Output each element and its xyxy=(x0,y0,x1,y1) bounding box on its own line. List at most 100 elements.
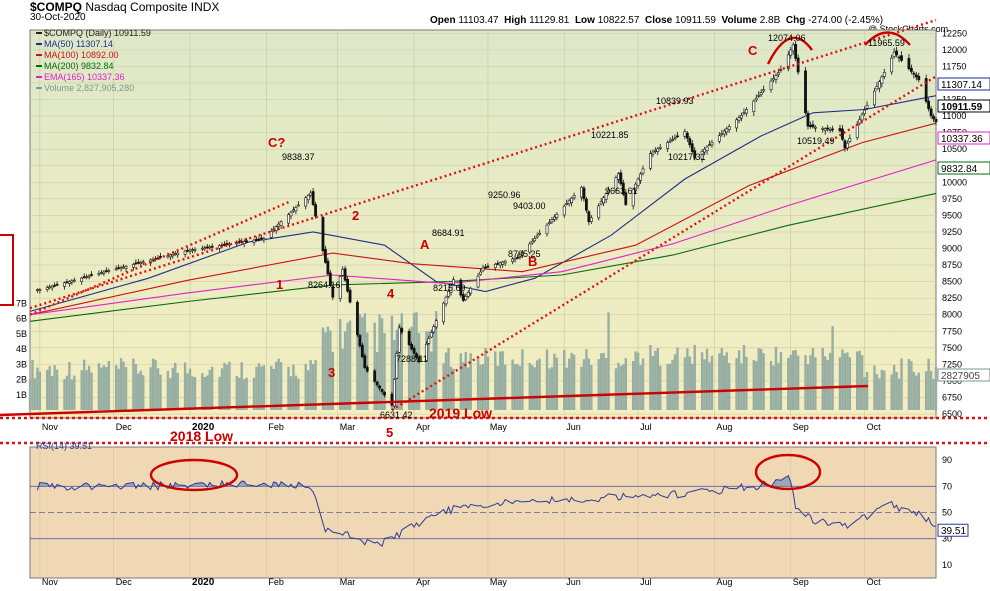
volume-bar xyxy=(289,376,293,410)
candle-body xyxy=(907,58,911,70)
candle-body xyxy=(740,114,743,119)
volume-bar xyxy=(710,355,714,410)
volume-tick-label: 2B xyxy=(16,375,27,385)
volume-bar xyxy=(82,359,86,410)
candle-body xyxy=(927,100,931,109)
volume-bar xyxy=(742,345,746,410)
volume-bar xyxy=(494,351,497,410)
volume-bar xyxy=(390,315,394,410)
candle-body xyxy=(806,112,810,127)
volume-bar xyxy=(563,349,566,410)
volume-bar xyxy=(279,362,283,410)
candle-body xyxy=(85,276,89,279)
wave-label: C? xyxy=(268,135,285,150)
volume-bar xyxy=(486,356,490,410)
candle-body xyxy=(486,265,490,268)
candle-body xyxy=(218,245,221,249)
volume-bar xyxy=(892,364,896,410)
volume-bar xyxy=(496,365,499,410)
candle-body xyxy=(562,205,566,216)
candle-body xyxy=(35,289,39,291)
volume-bar xyxy=(912,371,916,410)
candle-body xyxy=(794,43,798,59)
candle-body xyxy=(63,282,66,287)
candle-body xyxy=(762,89,766,92)
candle-body xyxy=(279,221,283,226)
candle-body xyxy=(461,294,465,301)
candle-body xyxy=(186,249,189,252)
candle-body xyxy=(476,275,480,288)
volume-bar xyxy=(927,358,930,410)
ma-line xyxy=(29,192,937,322)
rsi-x-tick-label: May xyxy=(490,577,508,587)
volume-bar xyxy=(174,362,177,410)
volume-bar xyxy=(294,375,298,410)
volume-bar xyxy=(447,348,450,410)
candle-body xyxy=(171,253,175,257)
volume-bar xyxy=(602,352,605,410)
candle-body xyxy=(122,266,125,269)
x-tick-label: Oct xyxy=(867,422,882,432)
volume-bar xyxy=(841,349,844,410)
x-tick-label: Nov xyxy=(42,422,59,432)
volume-bar xyxy=(639,365,642,410)
open-value: 11103.47 xyxy=(458,15,499,26)
volume-bar xyxy=(33,378,37,410)
candle-body xyxy=(496,263,500,265)
volume-bar xyxy=(159,374,162,410)
volume-bar xyxy=(383,333,386,410)
volume-bar xyxy=(240,362,243,410)
candle-body xyxy=(65,281,69,284)
candle-body xyxy=(139,262,143,264)
volume-bar xyxy=(651,355,655,410)
candle-body xyxy=(306,195,310,200)
candle-body xyxy=(550,219,554,223)
candle-body xyxy=(843,140,847,149)
volume-bar xyxy=(932,378,935,410)
volume-bar xyxy=(792,350,795,410)
volume-bar xyxy=(762,353,765,410)
volume-bar xyxy=(46,369,49,410)
candle-body xyxy=(242,241,246,244)
candle-body xyxy=(360,344,364,358)
volume-bar xyxy=(794,350,797,410)
candle-body xyxy=(365,367,369,372)
volume-bar xyxy=(809,355,812,410)
volume-bar xyxy=(462,362,465,410)
volume-bar xyxy=(257,363,261,410)
candle-body xyxy=(479,271,482,275)
volume-bar xyxy=(848,357,852,410)
volume-bar xyxy=(826,360,829,410)
volume-bar xyxy=(915,375,918,410)
candle-body xyxy=(552,216,556,220)
candle-body xyxy=(87,275,91,278)
volume-bar xyxy=(814,357,817,410)
y-tick-label: 11000 xyxy=(942,111,966,121)
volume-bar xyxy=(668,363,672,410)
y-tick-label: 9500 xyxy=(942,210,962,220)
candle-body xyxy=(481,267,485,272)
volume-bar xyxy=(804,355,807,410)
candle-body xyxy=(314,204,317,217)
volume-bar xyxy=(107,361,110,410)
volume-tick-label: 4B xyxy=(16,344,27,354)
candle-body xyxy=(897,56,901,59)
volume-bar xyxy=(838,357,842,410)
volume-bar xyxy=(48,366,51,410)
candle-body xyxy=(338,276,342,299)
candle-body xyxy=(845,142,849,149)
candle-body xyxy=(791,44,795,52)
volume-bar xyxy=(154,359,157,410)
rsi-circle-left xyxy=(149,458,239,492)
candle-body xyxy=(107,270,111,272)
candle-body xyxy=(614,177,618,191)
candle-body xyxy=(565,203,569,205)
volume-bar xyxy=(452,368,455,410)
axis-badge xyxy=(937,161,990,175)
volume-bar xyxy=(156,368,160,410)
y-tick-label: 10500 xyxy=(942,144,967,154)
candle-body xyxy=(671,139,674,141)
rsi-x-tick-label: Dec xyxy=(116,577,133,587)
candle-body xyxy=(700,151,704,160)
candle-body xyxy=(260,237,263,240)
